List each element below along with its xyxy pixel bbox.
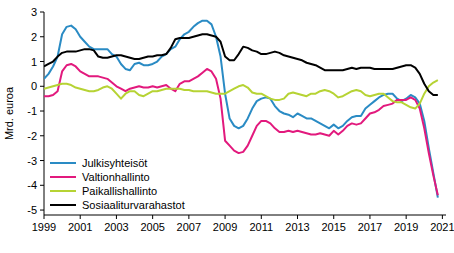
x-tick <box>116 215 117 219</box>
y-tick <box>40 135 44 136</box>
y-tick-label: 0 <box>31 80 37 92</box>
x-tick <box>297 215 298 219</box>
legend-swatch <box>50 176 76 178</box>
legend-label: Julkisyhteisöt <box>82 157 147 169</box>
legend-label: Sosiaaliturvarahastot <box>82 199 185 211</box>
y-tick-label: -4 <box>27 179 37 191</box>
x-tick-label: 2015 <box>321 221 345 233</box>
x-tick <box>188 215 189 219</box>
x-tick <box>369 215 370 219</box>
y-tick <box>40 61 44 62</box>
legend: Julkisyhteisöt Valtionhallinto Paikallisha… <box>50 157 185 211</box>
x-tick-label: 1999 <box>32 221 56 233</box>
x-tick <box>406 215 407 219</box>
lines <box>44 21 438 198</box>
x-tick-label: 2017 <box>358 221 382 233</box>
y-tick-label: -3 <box>27 155 37 167</box>
x-axis <box>44 215 446 216</box>
y-tick-label: -1 <box>27 105 37 117</box>
x-tick-label: 2013 <box>285 221 309 233</box>
x-tick <box>44 215 45 219</box>
x-tick-label: 2011 <box>249 221 273 233</box>
series-line <box>44 64 438 195</box>
x-tick-label: 2009 <box>213 221 237 233</box>
legend-swatch <box>50 162 76 164</box>
chart: -5 -4 -3 -2 -1 0 1 2 3 1999 2001 2003 2005 2007 2009 20… <box>0 0 454 253</box>
legend-label: Valtionhallinto <box>82 171 150 183</box>
x-tick-label: 2001 <box>68 221 92 233</box>
y-tick <box>40 111 44 112</box>
y-tick <box>40 86 44 87</box>
legend-swatch <box>50 190 76 192</box>
y-tick-label: 3 <box>31 6 37 18</box>
y-tick-label: -5 <box>27 204 37 216</box>
y-tick <box>40 185 44 186</box>
x-tick <box>333 215 334 219</box>
y-tick <box>40 210 44 211</box>
y-tick <box>40 36 44 37</box>
x-tick <box>261 215 262 219</box>
x-tick <box>80 215 81 219</box>
x-tick-label: 2021 <box>430 221 454 233</box>
x-tick <box>225 215 226 219</box>
y-tick-label: -2 <box>27 130 37 142</box>
series-line <box>44 21 438 198</box>
y-tick <box>40 12 44 13</box>
legend-swatch <box>50 204 76 206</box>
legend-label: Paikallishallinto <box>82 185 157 197</box>
x-tick-label: 2007 <box>177 221 201 233</box>
series-line <box>44 80 438 108</box>
y-axis-label: Mrd. euroa <box>3 86 15 140</box>
x-tick-label: 2019 <box>394 221 418 233</box>
y-axis <box>44 12 45 215</box>
y-tick-label: 2 <box>31 31 37 43</box>
x-tick <box>152 215 153 219</box>
x-tick <box>442 215 443 219</box>
series-line <box>44 34 438 95</box>
x-tick-label: 2005 <box>140 221 164 233</box>
y-tick <box>40 160 44 161</box>
x-tick-label: 2003 <box>104 221 128 233</box>
y-tick-label: 1 <box>31 56 37 68</box>
